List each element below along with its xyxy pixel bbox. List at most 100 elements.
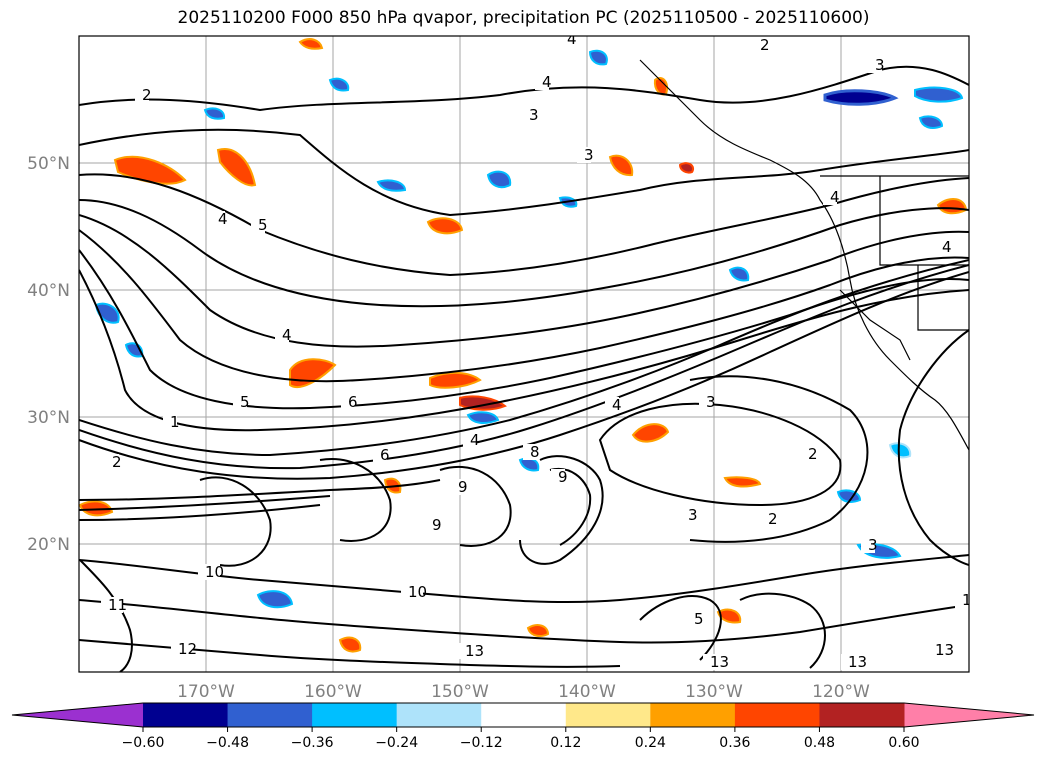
svg-text:2: 2 bbox=[112, 453, 122, 471]
contour-label: 2 bbox=[801, 445, 818, 463]
coastline bbox=[639, 59, 969, 451]
contour-label: 3 bbox=[681, 506, 698, 524]
colorbar-bin bbox=[565, 703, 651, 727]
contour-label: 4 bbox=[560, 30, 577, 48]
colorbar-bin bbox=[650, 703, 736, 727]
colorbar-tick-label: 0.12 bbox=[550, 735, 581, 751]
svg-text:6: 6 bbox=[380, 446, 390, 464]
contour-label: 10 bbox=[401, 583, 427, 601]
contour-label: 2 bbox=[135, 86, 152, 104]
svg-text:4: 4 bbox=[282, 326, 292, 344]
colorbar-tick-label: 0.36 bbox=[719, 735, 750, 751]
svg-text:4: 4 bbox=[942, 238, 952, 256]
svg-text:3: 3 bbox=[688, 506, 698, 524]
svg-text:9: 9 bbox=[558, 468, 568, 486]
contour-label: 13 bbox=[841, 653, 867, 671]
contour-label: 11 bbox=[101, 596, 127, 614]
svg-text:3: 3 bbox=[706, 393, 716, 411]
contour-label: 9 bbox=[551, 468, 568, 486]
colorbar-bin bbox=[143, 703, 229, 727]
svg-text:12: 12 bbox=[178, 640, 197, 658]
contour-label: 1 bbox=[163, 413, 180, 431]
svg-text:3: 3 bbox=[584, 146, 594, 164]
svg-text:5: 5 bbox=[694, 610, 704, 628]
contour-label: 3 bbox=[577, 146, 594, 164]
svg-text:4: 4 bbox=[830, 188, 840, 206]
contour-label: 9 bbox=[425, 516, 442, 534]
colorbar-tick-label: 0.60 bbox=[888, 735, 919, 751]
contour-label: 5 bbox=[233, 393, 250, 411]
colorbar-bin bbox=[734, 703, 820, 727]
contour-label: 13 bbox=[458, 642, 484, 660]
latitude-labels: 50°N 40°N 30°N 20°N bbox=[27, 154, 70, 555]
contour-label: 8 bbox=[523, 443, 540, 461]
colorbar-bin bbox=[227, 703, 313, 727]
colorbar-bin bbox=[819, 703, 905, 727]
contour-label: 2 bbox=[753, 36, 770, 54]
contour-label: 4 bbox=[935, 238, 952, 256]
colorbar-bin bbox=[481, 703, 567, 727]
svg-text:4: 4 bbox=[470, 431, 480, 449]
colorbar-over-extend bbox=[904, 703, 1034, 727]
svg-text:4: 4 bbox=[218, 210, 228, 228]
contour-label: 13 bbox=[928, 641, 954, 659]
contour-label: 5 bbox=[251, 216, 268, 234]
colorbar-tick-label: −0.60 bbox=[122, 735, 165, 751]
chart-title: 2025110200 F000 850 hPa qvapor, precipit… bbox=[177, 8, 870, 28]
svg-text:10: 10 bbox=[408, 583, 427, 601]
svg-text:5: 5 bbox=[258, 216, 268, 234]
contour-label: 4 bbox=[535, 73, 552, 91]
svg-text:5: 5 bbox=[240, 393, 250, 411]
colorbar-tick-label: 0.48 bbox=[804, 735, 835, 751]
lon-tick-label: 140°W bbox=[558, 682, 616, 702]
lon-tick-label: 170°W bbox=[177, 682, 235, 702]
svg-text:1: 1 bbox=[170, 413, 180, 431]
svg-text:2: 2 bbox=[142, 86, 152, 104]
contour-label: 3 bbox=[861, 536, 878, 554]
svg-text:3: 3 bbox=[875, 56, 885, 74]
svg-text:13: 13 bbox=[935, 641, 954, 659]
qvapor-contours bbox=[79, 65, 969, 672]
colorbar-tick-label: 0.24 bbox=[635, 735, 666, 751]
svg-text:10: 10 bbox=[205, 563, 224, 581]
contour-label: 4 bbox=[275, 326, 292, 344]
colorbar: −0.60 −0.48 −0.36 −0.24 −0.12 0.12 0.24 0.36 0.4… bbox=[11, 702, 1035, 751]
lat-tick-label: 30°N bbox=[27, 408, 70, 428]
contour-label: 2 bbox=[105, 453, 122, 471]
svg-text:3: 3 bbox=[529, 106, 539, 124]
svg-text:4: 4 bbox=[542, 73, 552, 91]
contour-label: 3 bbox=[522, 106, 539, 124]
svg-text:13: 13 bbox=[710, 653, 729, 671]
svg-text:3: 3 bbox=[868, 536, 878, 554]
svg-text:1: 1 bbox=[962, 591, 972, 609]
lat-tick-label: 40°N bbox=[27, 281, 70, 301]
longitude-labels: 170°W 160°W 150°W 140°W 130°W 120°W bbox=[177, 682, 870, 702]
svg-text:2: 2 bbox=[768, 510, 778, 528]
lon-tick-label: 160°W bbox=[304, 682, 362, 702]
lon-tick-label: 130°W bbox=[685, 682, 743, 702]
contour-label: 1 bbox=[955, 591, 972, 609]
svg-text:9: 9 bbox=[458, 478, 468, 496]
colorbar-tick-label: −0.12 bbox=[460, 735, 503, 751]
svg-text:2: 2 bbox=[760, 36, 770, 54]
svg-text:4: 4 bbox=[567, 30, 577, 48]
svg-text:8: 8 bbox=[530, 443, 540, 461]
contour-label: 4 bbox=[823, 188, 840, 206]
colorbar-tick-label: −0.24 bbox=[375, 735, 418, 751]
svg-text:6: 6 bbox=[348, 393, 358, 411]
contour-label: 4 bbox=[605, 396, 622, 414]
contour-label: 10 bbox=[198, 563, 224, 581]
colorbar-tick-label: −0.36 bbox=[291, 735, 334, 751]
map-frame bbox=[78, 35, 970, 673]
contour-label: 6 bbox=[373, 446, 390, 464]
svg-text:9: 9 bbox=[432, 516, 442, 534]
contour-label: 3 bbox=[868, 56, 885, 74]
contour-label: 6 bbox=[341, 393, 358, 411]
svg-text:2: 2 bbox=[808, 445, 818, 463]
lat-tick-label: 50°N bbox=[27, 154, 70, 174]
contour-label: 3 bbox=[699, 393, 716, 411]
svg-text:11: 11 bbox=[108, 596, 127, 614]
